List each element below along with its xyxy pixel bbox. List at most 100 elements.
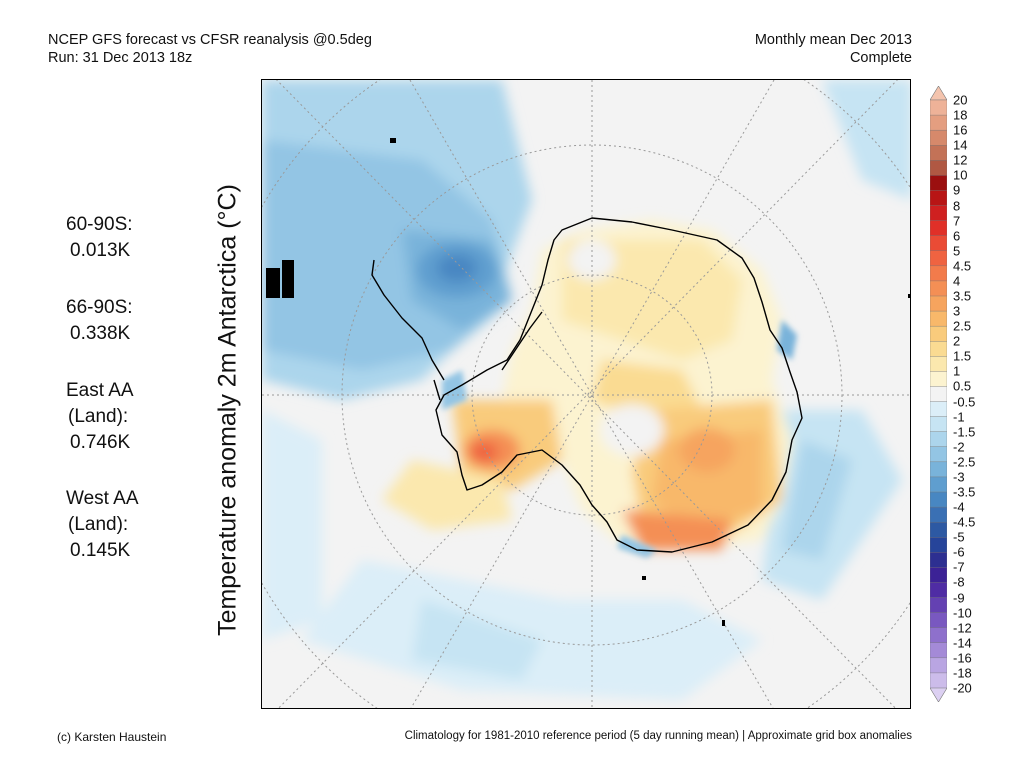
climatology-note: Climatology for 1981-2010 reference peri…: [404, 730, 912, 742]
colorbar-tick-label: -2.5: [953, 454, 976, 470]
header-right: Monthly mean Dec 2013 Complete: [755, 31, 912, 67]
stat-66-90s: 66-90S: 0.338K: [66, 295, 133, 347]
colorbar-cell: [930, 129, 947, 146]
colorbar-cell: [930, 310, 947, 327]
map-title: Temperature anomaly 2m Antarctica (°C): [213, 184, 242, 636]
colorbar-tick-label: -4.5: [953, 514, 976, 530]
stat-label: East AA: [66, 380, 134, 401]
colorbar-tick-label: 2.5: [953, 318, 972, 334]
colorbar-tick-label: 3.5: [953, 288, 972, 304]
colorbar-tick-label: -4: [953, 499, 965, 515]
colorbar-cell: [930, 160, 947, 176]
colorbar-tick-label: -2: [953, 439, 965, 455]
colorbar-tick-label: 4: [953, 273, 961, 289]
colorbar-tick-label: 18: [953, 107, 968, 123]
stat-label: (Land):: [68, 406, 129, 427]
colorbar-cell: [930, 190, 947, 207]
colorbar-tick-label: -14: [953, 635, 972, 651]
colorbar-tick-label: 7: [953, 213, 961, 229]
header-left: NCEP GFS forecast vs CFSR reanalysis @0.…: [48, 31, 372, 67]
stat-label: 66-90S:: [66, 297, 133, 318]
colorbar-tick-label: 6: [953, 228, 961, 244]
colorbar-cell: [930, 250, 947, 267]
colorbar-cell: [930, 371, 947, 387]
run-time: Run: 31 Dec 2013 18z: [48, 50, 193, 66]
colorbar-tick-label: -1: [953, 409, 965, 425]
colorbar-cell: [930, 506, 947, 523]
colorbar-tick-label: -5: [953, 529, 965, 545]
stat-label: West AA: [66, 488, 139, 509]
stat-label: 60-90S:: [66, 214, 133, 235]
colorbar-cell: [930, 672, 947, 689]
colorbar-cell: [930, 627, 947, 644]
colorbar-cell: [930, 205, 947, 222]
islands: [266, 138, 910, 626]
colorbar-lower-arrow: [930, 687, 947, 702]
colorbar-cell: [930, 280, 947, 297]
colorbar-tick-label: -20: [953, 680, 972, 696]
colorbar-cell: [930, 220, 947, 237]
colorbar-cell: [930, 145, 947, 161]
colorbar-tick-label: -3.5: [953, 484, 976, 500]
stat-east-aa: East AA (Land): 0.746K: [66, 378, 134, 456]
colorbar-cell: [930, 537, 947, 553]
colorbar-cell: [930, 235, 947, 252]
colorbar-cell: [930, 461, 947, 478]
colorbar-cell: [930, 114, 947, 131]
graticule: [262, 80, 910, 708]
colorbar-cell: [930, 657, 947, 674]
anomaly-field: [262, 80, 910, 700]
colorbar-cell: [930, 295, 947, 312]
colorbar-cell: [930, 341, 947, 357]
colorbar-cell: [930, 175, 947, 191]
colorbar-cell: [930, 476, 947, 493]
colorbar-tick-label: 1: [953, 363, 961, 379]
stat-value: 0.013K: [70, 240, 131, 261]
colorbar-cell: [930, 265, 947, 282]
colorbar-tick-label: -3: [953, 469, 965, 485]
colorbar-cell: [930, 552, 947, 568]
colorbar-cell: [930, 325, 947, 342]
colorbar-tick-label: 0.5: [953, 378, 972, 394]
stat-60-90s: 60-90S: 0.013K: [66, 212, 133, 264]
colorbar-cell: [930, 491, 947, 508]
colorbar-tick-label: 20: [953, 92, 968, 108]
colorbar-tick-label: -18: [953, 665, 972, 681]
colorbar-tick-label: -7: [953, 559, 965, 575]
colorbar-tick-label: -0.5: [953, 394, 976, 410]
colorbar-tick-label: -12: [953, 620, 972, 636]
colorbar-tick-label: -8: [953, 574, 965, 590]
colorbar-cell: [930, 642, 947, 659]
colorbar-tick-label: -10: [953, 605, 972, 621]
colorbar-cell: [930, 567, 947, 583]
colorbar-cell: [930, 521, 947, 538]
stat-label: (Land):: [68, 514, 129, 535]
colorbar-tick-label: -16: [953, 650, 972, 666]
map-canvas: [262, 80, 910, 708]
colorbar-cell: [930, 99, 947, 116]
model-title: NCEP GFS forecast vs CFSR reanalysis @0.…: [48, 32, 372, 48]
colorbar-cell: [930, 446, 947, 463]
colorbar-cell: [930, 582, 947, 599]
colorbar-tick-label: 5: [953, 243, 961, 259]
colorbar-tick-label: 4.5: [953, 258, 972, 274]
colorbar-upper-arrow: [930, 86, 947, 101]
coastline: [371, 217, 803, 553]
colorbar-tick-label: 9: [953, 182, 961, 198]
copyright: (c) Karsten Haustein: [57, 730, 167, 744]
stat-value: 0.338K: [70, 323, 131, 344]
stat-value: 0.145K: [70, 540, 131, 561]
colorbar-tick-label: 8: [953, 198, 961, 214]
colorbar-tick-label: -1.5: [953, 424, 976, 440]
anomaly-map: [261, 79, 911, 709]
colorbar-tick-label: 10: [953, 167, 968, 183]
colorbar-cell: [930, 612, 947, 629]
colorbar-tick-label: 1.5: [953, 348, 972, 364]
colorbar-cell: [930, 386, 947, 403]
colorbar-cell: [930, 416, 947, 433]
colorbar-tick-label: 14: [953, 137, 968, 153]
colorbar-cell: [930, 597, 947, 614]
stat-value: 0.746K: [70, 432, 131, 453]
colorbar-tick-label: 16: [953, 122, 968, 138]
colorbar-tick-label: -6: [953, 544, 965, 560]
